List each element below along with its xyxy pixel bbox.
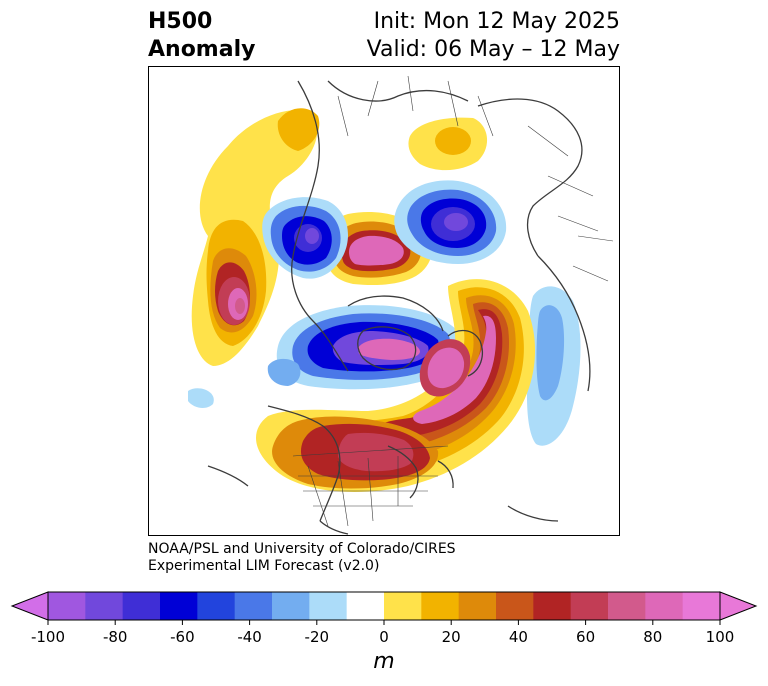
anomaly-map — [148, 66, 620, 536]
ridge-siberia — [408, 117, 488, 171]
colorbar-segment — [458, 592, 497, 620]
colorbar-tick-label: -60 — [170, 628, 195, 646]
colorbar-tick-label: -20 — [304, 628, 330, 646]
coastlines — [207, 80, 591, 535]
colorbar-tick-label: 60 — [576, 628, 596, 646]
colorbar-segment — [645, 592, 684, 620]
colorbar-extend-high — [719, 591, 758, 621]
colorbar-segment — [346, 592, 385, 620]
colorbar-unit: m — [373, 649, 395, 674]
colorbar-tick-label: 40 — [508, 628, 528, 646]
colorbar-tick-label: 0 — [379, 628, 389, 646]
title-subtitle: Anomaly — [148, 37, 256, 62]
colorbar-tick-label: -80 — [102, 628, 128, 646]
title-variable: H500 — [148, 9, 213, 34]
colorbar-segment — [309, 592, 348, 620]
colorbar-tick-label: 20 — [441, 628, 461, 646]
colorbar-segment — [608, 592, 646, 620]
colorbar — [10, 591, 758, 625]
colorbar-segment — [234, 592, 273, 620]
map-title: H500 Anomaly — [148, 8, 255, 64]
colorbar-tick-label: -100 — [30, 628, 66, 646]
colorbar-tick-label: 100 — [705, 628, 735, 646]
colorbar-segment — [160, 592, 198, 620]
trough-west — [262, 197, 348, 279]
colorbar-segment — [384, 592, 422, 620]
colorbar-segment — [421, 592, 460, 620]
colorbar-segment — [533, 592, 572, 620]
borders — [292, 75, 614, 527]
trough-siberia — [394, 180, 507, 264]
colorbar-segment — [272, 592, 310, 620]
ridge-pacific — [191, 108, 320, 366]
colorbar-segment — [682, 592, 721, 620]
colorbar-segment — [197, 592, 236, 620]
credit-line2: Experimental LIM Forecast (v2.0) — [148, 558, 380, 574]
colorbar-segment — [48, 592, 86, 620]
trough-europe — [526, 286, 581, 446]
colorbar-segment — [122, 592, 161, 620]
colorbar-segment — [496, 592, 534, 620]
credit-line1: NOAA/PSL and University of Colorado/CIRE… — [148, 541, 456, 557]
colorbar-tick-label: 80 — [643, 628, 663, 646]
init-date: Init: Mon 12 May 2025 — [373, 9, 620, 34]
valid-range: Valid: 06 May – 12 May — [366, 37, 620, 62]
map-dates: Init: Mon 12 May 2025 Valid: 06 May – 12… — [367, 8, 620, 64]
credit: NOAA/PSL and University of Colorado/CIRE… — [148, 541, 456, 575]
colorbar-extend-low — [10, 591, 49, 621]
colorbar-tick-label: -40 — [237, 628, 262, 646]
colorbar-ticks: -100 -80 -60 -40 -20 0 20 40 60 80 100 — [0, 626, 768, 648]
colorbar-segment — [85, 592, 124, 620]
colorbar-segment — [570, 592, 609, 620]
